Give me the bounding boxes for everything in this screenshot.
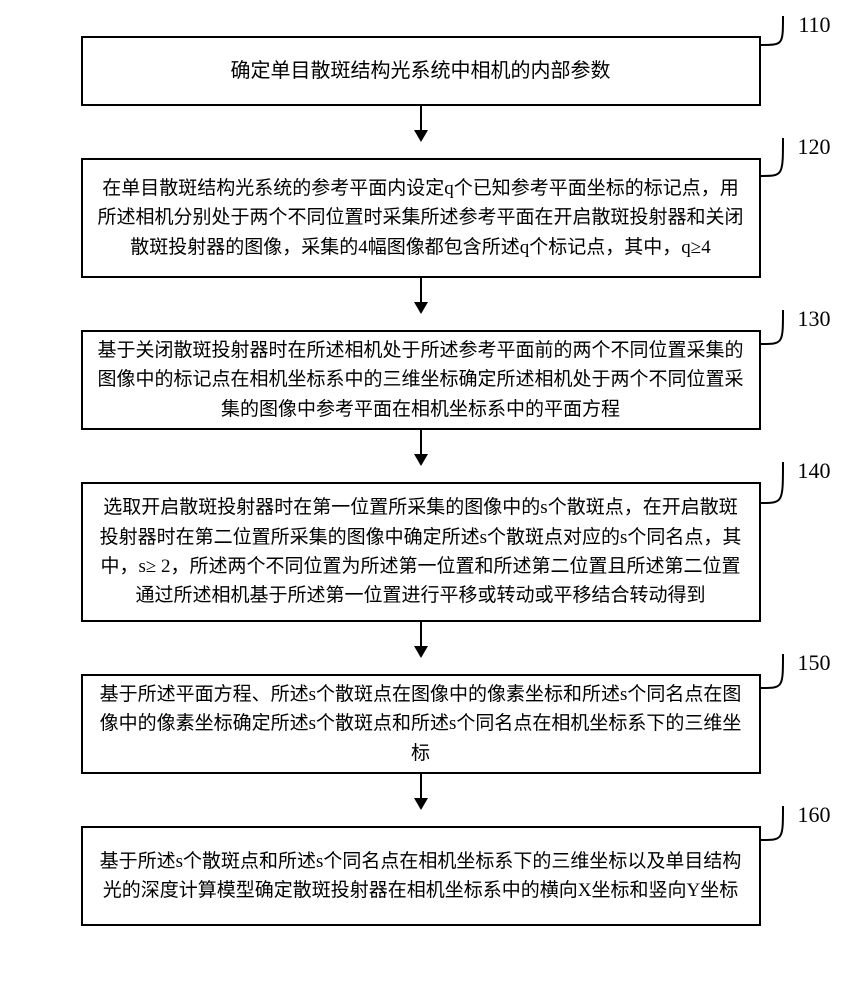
step-text-120: 在单目散斑结构光系统的参考平面内设定q个已知参考平面坐标的标记点，用所述相机分别… <box>97 174 745 262</box>
step-label-130: 130 <box>798 308 831 330</box>
arrow-120-to-130 <box>414 278 428 314</box>
step-label-150: 150 <box>798 652 831 674</box>
step-text-140: 选取开启散斑投射器时在第一位置所采集的图像中的s个散斑点，在开启散斑投射器时在第… <box>97 493 745 611</box>
arrow-down-icon <box>414 302 428 314</box>
flowchart: 110确定单目散斑结构光系统中相机的内部参数120在单目散斑结构光系统的参考平面… <box>60 20 781 926</box>
step-text-150: 基于所述平面方程、所述s个散斑点在图像中的像素坐标和所述s个同名点在图像中的像素… <box>97 680 745 768</box>
step-160: 基于所述s个散斑点和所述s个同名点在相机坐标系下的三维坐标以及单目结构光的深度计… <box>81 826 761 926</box>
arrow-line <box>420 106 422 131</box>
arrow-line <box>420 622 422 647</box>
arrow-down-icon <box>414 130 428 142</box>
arrow-down-icon <box>414 646 428 658</box>
step-140: 选取开启散斑投射器时在第一位置所采集的图像中的s个散斑点，在开启散斑投射器时在第… <box>81 482 761 622</box>
step-label-140: 140 <box>798 460 831 482</box>
arrow-line <box>420 278 422 303</box>
step-150: 基于所述平面方程、所述s个散斑点在图像中的像素坐标和所述s个同名点在图像中的像素… <box>81 674 761 774</box>
step-text-130: 基于关闭散斑投射器时在所述相机处于所述参考平面前的两个不同位置采集的图像中的标记… <box>97 336 745 424</box>
step-label-120: 120 <box>798 136 831 158</box>
arrow-110-to-120 <box>414 106 428 142</box>
arrow-down-icon <box>414 798 428 810</box>
step-text-160: 基于所述s个散斑点和所述s个同名点在相机坐标系下的三维坐标以及单目结构光的深度计… <box>97 847 745 906</box>
step-110: 确定单目散斑结构光系统中相机的内部参数 <box>81 36 761 106</box>
arrow-150-to-160 <box>414 774 428 810</box>
arrow-line <box>420 774 422 799</box>
arrow-line <box>420 430 422 455</box>
step-label-160: 160 <box>798 804 831 826</box>
arrow-130-to-140 <box>414 430 428 466</box>
step-120: 在单目散斑结构光系统的参考平面内设定q个已知参考平面坐标的标记点，用所述相机分别… <box>81 158 761 278</box>
arrow-down-icon <box>414 454 428 466</box>
step-label-110: 110 <box>798 14 830 36</box>
step-130: 基于关闭散斑投射器时在所述相机处于所述参考平面前的两个不同位置采集的图像中的标记… <box>81 330 761 430</box>
arrow-140-to-150 <box>414 622 428 658</box>
step-text-110: 确定单目散斑结构光系统中相机的内部参数 <box>97 56 745 87</box>
